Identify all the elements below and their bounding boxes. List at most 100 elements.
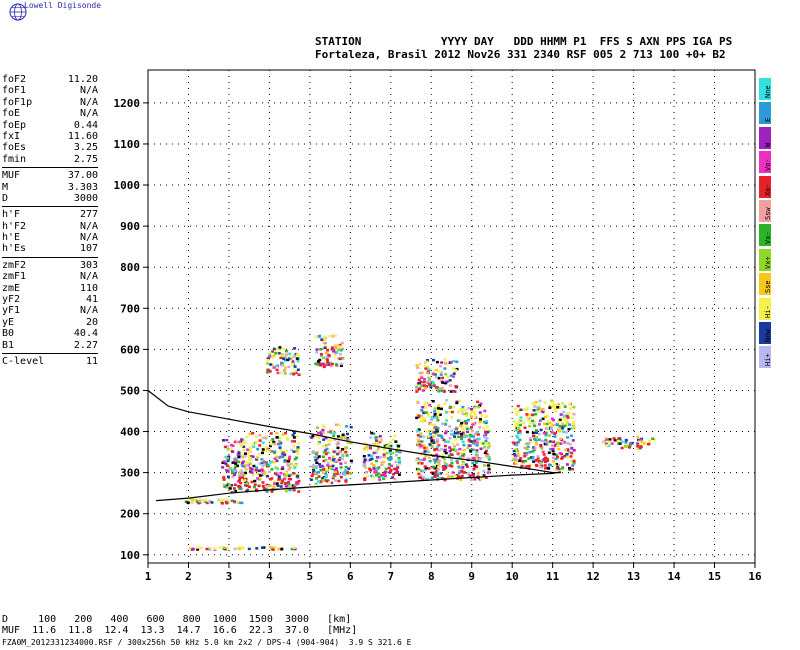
echo-mark [268, 484, 272, 487]
echo-mark [436, 412, 440, 415]
echo-mark [268, 353, 272, 357]
echo-mark [318, 358, 322, 362]
echo-mark [460, 422, 464, 425]
echo-mark [568, 443, 572, 446]
echo-mark [441, 477, 445, 480]
echo-mark [375, 439, 378, 442]
echo-mark [483, 420, 487, 424]
echo-mark [443, 358, 447, 361]
echo-mark [515, 422, 519, 425]
y-tick-label: 500 [120, 384, 140, 397]
echo-mark [476, 433, 480, 436]
echo-mark [315, 454, 319, 457]
echo-mark [458, 399, 462, 403]
echo-mark [327, 353, 331, 357]
legend-swatch-e: E [759, 102, 772, 125]
echo-mark [345, 425, 349, 428]
echo-mark [559, 437, 563, 441]
echo-mark [440, 361, 444, 364]
echo-mark [309, 478, 313, 481]
param-separator [2, 167, 98, 169]
echo-mark [322, 340, 326, 343]
echo-mark [525, 453, 529, 457]
echo-mark [451, 471, 455, 474]
echo-mark [418, 362, 422, 366]
echo-mark [557, 447, 561, 451]
echo-mark [428, 443, 432, 446]
echo-mark [395, 464, 399, 467]
echo-mark [244, 471, 247, 475]
echo-mark [238, 476, 242, 479]
echo-mark [425, 385, 429, 388]
echo-mark [451, 389, 455, 393]
echo-mark [525, 447, 529, 451]
echo-mark [470, 440, 474, 443]
echo-mark [562, 410, 566, 414]
echo-mark [563, 424, 567, 428]
echo-mark [542, 453, 546, 456]
echo-mark [239, 461, 243, 465]
echo-mark [295, 456, 298, 459]
echo-mark [330, 481, 334, 485]
echo-mark [620, 446, 624, 450]
echo-mark [271, 356, 275, 359]
echo-mark [349, 441, 353, 445]
echo-mark [638, 440, 642, 443]
echo-mark [443, 461, 447, 464]
echo-mark [273, 480, 277, 483]
echo-mark [335, 423, 338, 426]
echo-mark [377, 475, 381, 479]
echo-mark [418, 371, 422, 375]
echo-mark [435, 458, 439, 461]
echo-mark [479, 402, 483, 405]
echo-mark [208, 548, 212, 551]
echo-mark [245, 461, 249, 464]
echo-mark [231, 475, 235, 478]
echo-mark [424, 466, 428, 470]
echo-mark [244, 468, 248, 471]
echo-mark [243, 463, 247, 467]
echo-mark [459, 408, 463, 411]
echo-mark [276, 484, 280, 487]
echo-mark [275, 482, 279, 485]
echo-mark [349, 425, 353, 429]
echo-mark [539, 445, 543, 448]
echo-mark [636, 447, 640, 451]
echo-mark [232, 468, 236, 472]
echo-mark [392, 473, 396, 476]
echo-mark [295, 435, 299, 438]
echo-mark [415, 390, 419, 393]
echo-mark [279, 372, 283, 375]
echo-mark [479, 418, 482, 421]
echo-mark [278, 442, 282, 446]
echo-mark [230, 447, 233, 450]
echo-mark [605, 438, 609, 441]
echo-mark [430, 439, 434, 442]
echo-mark [261, 441, 265, 445]
echo-mark [323, 477, 327, 480]
echo-mark [435, 473, 439, 476]
echo-mark [319, 480, 323, 483]
echo-mark [484, 449, 488, 453]
echo-mark [280, 548, 284, 551]
echo-mark [557, 464, 560, 467]
echo-mark [569, 455, 573, 458]
echo-mark [244, 477, 248, 481]
echo-mark [395, 468, 399, 471]
echo-mark [565, 414, 569, 418]
echo-mark [340, 457, 344, 461]
echo-mark [329, 364, 333, 368]
echo-mark [447, 475, 451, 478]
echo-mark [250, 455, 253, 458]
echo-mark [321, 455, 325, 458]
echo-mark [450, 448, 453, 451]
echo-mark [250, 480, 254, 484]
echo-mark [292, 450, 296, 453]
echo-mark [389, 468, 393, 472]
echo-mark [417, 439, 421, 442]
echo-mark [290, 440, 294, 443]
echo-mark [288, 488, 292, 492]
echo-mark [570, 451, 574, 455]
echo-mark [236, 500, 240, 504]
echo-mark [449, 390, 453, 393]
